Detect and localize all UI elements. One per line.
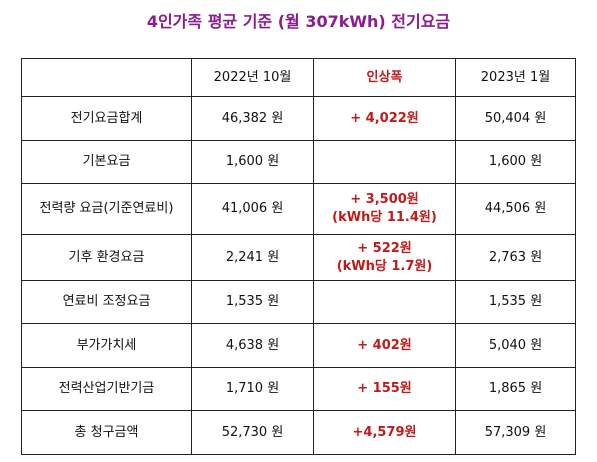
- jan-2023-value: 5,040 원: [455, 323, 576, 368]
- increase-value: + 402원: [313, 323, 456, 368]
- increase-value: [313, 140, 456, 184]
- table-row-total: 총 청구금액 52,730 원 +4,579원 57,309 원: [21, 410, 576, 455]
- increase-line: + 4,022원: [350, 110, 419, 126]
- jan-2023-value: 50,404 원: [455, 96, 576, 141]
- oct-2022-value: 41,006 원: [191, 183, 314, 235]
- increase-value: + 4,022원: [313, 96, 456, 141]
- increase-value: [313, 280, 456, 324]
- increase-line: + 155원: [357, 381, 412, 396]
- oct-2022-value: 52,730 원: [191, 410, 314, 455]
- table-row: 전기요금합계 46,382 원 + 4,022원 50,404 원: [21, 96, 576, 141]
- row-label: 전력산업기반기금: [21, 367, 192, 411]
- header-row: 2022년 10월 인상폭 2023년 1월: [21, 58, 576, 97]
- jan-2023-value: 1,865 원: [455, 367, 576, 411]
- oct-2022-value: 46,382 원: [191, 96, 314, 141]
- header-cell-increase: 인상폭: [313, 58, 456, 97]
- row-label: 기본요금: [21, 140, 192, 184]
- header-cell-empty: [21, 58, 192, 97]
- jan-2023-value: 1,535 원: [455, 280, 576, 324]
- increase-value: + 522원 (kWh당 1.7원): [313, 234, 456, 281]
- oct-2022-value: 1,710 원: [191, 367, 314, 411]
- row-label: 총 청구금액: [21, 410, 192, 455]
- table-row: 부가가치세 4,638 원 + 402원 5,040 원: [21, 323, 576, 368]
- jan-2023-value: 1,600 원: [455, 140, 576, 184]
- oct-2022-value: 2,241 원: [191, 234, 314, 281]
- increase-line: + 402원: [357, 337, 412, 353]
- increase-note: (kWh당 11.4원): [332, 210, 437, 225]
- oct-2022-value: 1,600 원: [191, 140, 314, 184]
- oct-2022-value: 1,535 원: [191, 280, 314, 324]
- table-row: 전력산업기반기금 1,710 원 + 155원 1,865 원: [21, 367, 576, 411]
- increase-line: +4,579원: [352, 424, 417, 440]
- row-label: 부가가치세: [21, 323, 192, 368]
- header-cell-oct-2022: 2022년 10월: [191, 58, 314, 97]
- table-row: 연료비 조정요금 1,535 원 1,535 원: [21, 280, 576, 324]
- jan-2023-value: 44,506 원: [455, 183, 576, 235]
- jan-2023-value: 57,309 원: [455, 410, 576, 455]
- row-label: 전기요금합계: [21, 96, 192, 141]
- table-row: 전력량 요금(기준연료비) 41,006 원 + 3,500원 (kWh당 11…: [21, 183, 576, 235]
- increase-value: + 155원: [313, 367, 456, 411]
- row-label: 전력량 요금(기준연료비): [21, 183, 192, 235]
- row-label: 연료비 조정요금: [21, 280, 192, 324]
- table-row: 기본요금 1,600 원 1,600 원: [21, 140, 576, 184]
- increase-line: + 3,500원: [350, 192, 419, 207]
- increase-line: + 522원: [357, 240, 412, 256]
- row-label: 기후 환경요금: [21, 234, 192, 281]
- header-cell-jan-2023: 2023년 1월: [455, 58, 576, 97]
- jan-2023-value: 2,763 원: [455, 234, 576, 281]
- increase-value: + 3,500원 (kWh당 11.4원): [313, 183, 456, 235]
- oct-2022-value: 4,638 원: [191, 323, 314, 368]
- page-title: 4인가족 평균 기준 (월 307kWh) 전기요금: [146, 12, 451, 31]
- increase-note: (kWh당 1.7원): [336, 258, 433, 274]
- increase-value: +4,579원: [313, 410, 456, 455]
- electricity-bill-table: 2022년 10월 인상폭 2023년 1월 전기요금합계 46,382 원 +…: [21, 58, 576, 455]
- table-row: 기후 환경요금 2,241 원 + 522원 (kWh당 1.7원) 2,763…: [21, 234, 576, 281]
